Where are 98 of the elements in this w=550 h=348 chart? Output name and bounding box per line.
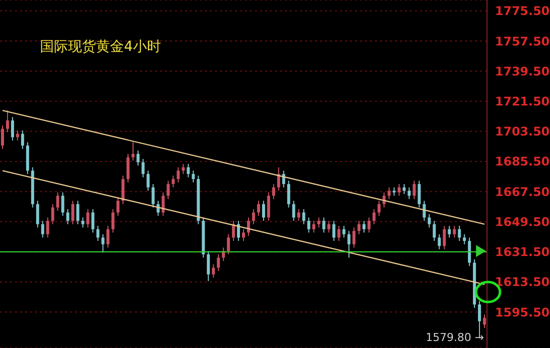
y-tick-label: 1685.50 — [495, 154, 550, 169]
candlestick — [56, 192, 60, 212]
candlestick — [418, 180, 421, 208]
candlestick — [468, 237, 471, 267]
y-tick-label: 1649.50 — [495, 214, 550, 229]
text: 国际现货黄金4小时 — [40, 38, 161, 56]
candlestick — [362, 220, 366, 234]
candlestick — [432, 220, 436, 242]
candlestick — [287, 180, 290, 208]
candlestick — [302, 208, 306, 225]
candlestick — [297, 208, 300, 222]
candlestick — [252, 208, 256, 225]
candlestick — [106, 225, 110, 248]
candlestick — [347, 230, 350, 258]
candlestick — [172, 175, 175, 188]
candlestick — [322, 217, 326, 234]
candlestick — [412, 180, 416, 200]
candlestick — [86, 208, 90, 228]
candlestick — [21, 130, 24, 150]
candlestick — [262, 200, 266, 222]
candlestick — [206, 250, 210, 282]
candlestick — [122, 175, 124, 205]
candlestick — [378, 200, 381, 216]
candlestick — [327, 220, 330, 234]
y-tick-label: 1757.50 — [495, 34, 550, 48]
candlestick — [91, 208, 94, 234]
candlestick — [61, 192, 64, 216]
candlestick — [438, 234, 441, 250]
candlestick — [132, 142, 135, 162]
y-tick-label: 1739.50 — [495, 64, 550, 78]
candlestick — [51, 204, 54, 225]
candlestick — [267, 192, 270, 222]
y-tick-label: 1631.50 — [495, 245, 550, 260]
candlestick — [71, 200, 74, 225]
candlestick — [307, 217, 310, 234]
candlestick — [81, 217, 84, 228]
candlestick — [462, 234, 466, 245]
candlestick — [337, 225, 340, 242]
candlestick — [428, 214, 431, 228]
candlestick — [277, 166, 280, 192]
candlestick — [357, 220, 360, 235]
y-tick-label: 1613.50 — [495, 275, 550, 290]
candlestick — [126, 153, 130, 183]
candlestick — [111, 208, 114, 234]
y-tick-label: 1775.50 — [495, 4, 550, 18]
candlestick — [232, 220, 235, 242]
candlestick — [448, 225, 451, 238]
candlestick — [482, 314, 486, 328]
candlestick — [142, 158, 145, 178]
candlestick — [76, 200, 80, 225]
candlestick — [402, 184, 406, 195]
annotation: 1579.80 → — [426, 331, 484, 344]
candlestick — [212, 264, 215, 278]
candlestick — [332, 220, 336, 242]
candlestick — [452, 225, 456, 238]
candlestick — [146, 170, 150, 192]
candlestick — [6, 110, 10, 133]
candlestick — [16, 130, 20, 142]
candlestick — [242, 228, 245, 242]
candlestick — [408, 186, 411, 200]
candlestick — [116, 196, 120, 216]
candlestick — [66, 208, 70, 225]
candlestick — [317, 217, 320, 228]
candlestick — [162, 192, 165, 216]
candlestick — [152, 184, 155, 208]
candlestick — [46, 217, 50, 238]
candlestick — [186, 163, 190, 178]
candlestick — [36, 200, 40, 228]
candlestick — [342, 225, 346, 238]
candlestick — [442, 225, 446, 250]
candlestick — [1, 124, 4, 150]
candlestick — [41, 220, 44, 238]
candlestick — [388, 186, 391, 200]
candlestick — [176, 166, 180, 183]
candlestick — [372, 208, 376, 225]
candlestick — [192, 170, 195, 183]
candlestick — [312, 220, 316, 234]
candlestick — [226, 234, 230, 255]
y-tick-label: 1703.50 — [495, 124, 550, 139]
candlestick — [257, 200, 260, 216]
y-tick-label: 1595.50 — [495, 305, 550, 320]
candlestick — [11, 116, 14, 142]
candlestick — [458, 225, 461, 242]
candlestick — [182, 163, 185, 174]
candlestick — [398, 184, 401, 196]
candlestick — [292, 200, 296, 222]
candlestick — [368, 217, 371, 234]
candlestick — [236, 220, 240, 242]
candlestick — [136, 150, 140, 166]
y-tick-label: 1721.50 — [495, 94, 550, 108]
y-tick-label: 1667.50 — [495, 184, 550, 199]
candlestick — [272, 184, 276, 200]
candlestick — [216, 254, 220, 272]
candlestick — [101, 234, 104, 254]
candlestick — [96, 225, 100, 242]
candlestick — [422, 200, 426, 222]
candlestick — [166, 180, 170, 200]
candlestick — [352, 227, 356, 248]
